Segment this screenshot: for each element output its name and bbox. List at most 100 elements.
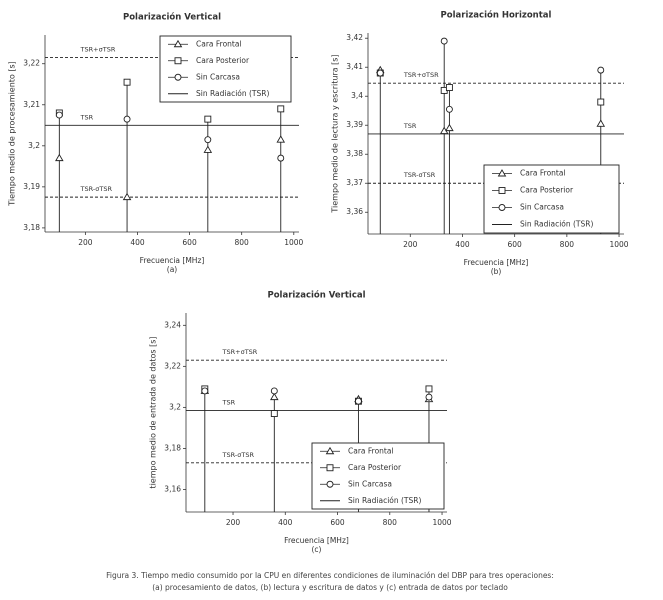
legend-marker — [498, 204, 506, 211]
x-tick-label: 800 — [383, 518, 398, 527]
y-axis-label: Tiempo medio de lectura y escritura [s] — [331, 54, 340, 213]
legend-marker — [174, 57, 182, 65]
legend-marker — [497, 169, 507, 177]
legend-label: Sin Radiación (TSR) — [520, 220, 593, 229]
marker-circle — [425, 393, 433, 401]
x-tick-label: 1000 — [432, 518, 451, 527]
reference-label: TSR — [403, 122, 417, 130]
x-tick-label: 1000 — [609, 240, 628, 249]
y-tick-label: 3,22 — [23, 59, 40, 68]
x-tick-label: 800 — [560, 240, 575, 249]
marker-triangle — [445, 123, 454, 132]
marker-triangle — [270, 392, 279, 401]
x-tick-label: 200 — [78, 238, 93, 247]
y-tick-label: 3,16 — [164, 484, 181, 493]
y-axis-label: tiempo medio de entrada de datos [s] — [149, 336, 158, 488]
chart-title: Polarización Horizontal — [441, 10, 552, 21]
legend-marker — [326, 464, 334, 472]
marker-circle — [55, 111, 63, 119]
y-tick-label: 3,21 — [23, 100, 40, 109]
legend-marker — [326, 480, 334, 488]
reference-label: TSR-σTSR — [222, 451, 255, 459]
subfigure-label: (c) — [312, 545, 322, 554]
marker-square — [597, 98, 605, 106]
x-axis-label: Frecuencia [MHz] — [464, 258, 529, 267]
marker-circle — [376, 69, 384, 77]
y-tick-label: 3,39 — [346, 120, 363, 129]
legend-label: Sin Carcasa — [196, 72, 240, 81]
marker-square — [270, 410, 278, 417]
marker-circle — [204, 136, 212, 144]
legend-label: Sin Carcasa — [520, 203, 564, 212]
marker-circle — [201, 387, 209, 395]
legend-label: Cara Frontal — [520, 169, 566, 178]
figure-caption: Figura 3. Tiempo medio consumido por la … — [106, 571, 554, 592]
subfigure-label: (a) — [167, 265, 178, 274]
y-tick-label: 3,2 — [169, 402, 181, 411]
y-tick-label: 3,41 — [346, 62, 363, 71]
y-axis-label: Tiempo medio de procesamiento [s] — [8, 61, 17, 207]
marker-triangle — [203, 145, 213, 153]
y-tick-label: 3,22 — [164, 361, 181, 370]
marker-square — [123, 78, 131, 86]
y-tick-label: 3,4 — [351, 91, 363, 100]
x-tick-label: 1000 — [284, 238, 303, 247]
x-tick-label: 600 — [182, 238, 197, 247]
marker-triangle — [55, 153, 64, 162]
reference-label: TSR+σTSR — [222, 348, 258, 356]
marker-square — [425, 385, 433, 393]
marker-square — [204, 115, 212, 123]
marker-circle — [277, 154, 285, 162]
marker-circle — [123, 115, 131, 123]
marker-square — [445, 84, 453, 91]
marker-circle — [440, 37, 448, 45]
subfigure-label: (b) — [491, 267, 502, 276]
marker-circle — [445, 105, 453, 113]
reference-label: TSR+σTSR — [80, 46, 116, 54]
legend-label: Cara Posterior — [196, 56, 250, 65]
legend-label: Cara Frontal — [348, 446, 394, 455]
marker-triangle — [596, 119, 606, 127]
y-tick-label: 3,18 — [23, 223, 40, 232]
legend-label: Cara Posterior — [520, 186, 574, 195]
x-tick-label: 800 — [235, 238, 250, 247]
x-axis-label: Frecuencia [MHz] — [140, 256, 205, 265]
y-tick-label: 3,18 — [164, 443, 181, 452]
y-tick-label: 3,38 — [346, 149, 363, 158]
legend-marker — [325, 446, 335, 455]
legend-marker — [173, 39, 183, 48]
legend-label: Sin Radiación (TSR) — [196, 89, 269, 98]
y-tick-label: 3,37 — [346, 178, 363, 187]
reference-label: TSR — [80, 113, 94, 121]
legend-marker — [174, 73, 182, 81]
reference-label: TSR-σTSR — [403, 171, 436, 179]
marker-circle — [270, 387, 278, 395]
legend-label: Cara Posterior — [348, 463, 402, 472]
legend-label: Cara Frontal — [196, 39, 242, 48]
x-tick-label: 600 — [330, 518, 345, 527]
x-tick-label: 200 — [226, 518, 241, 527]
reference-label: TSR+σTSR — [403, 71, 439, 79]
chart-title: Polarización Vertical — [123, 12, 221, 23]
marker-square — [277, 105, 285, 113]
x-tick-label: 400 — [455, 240, 470, 249]
y-tick-label: 3,19 — [23, 182, 40, 191]
x-axis-label: Frecuencia [MHz] — [284, 536, 349, 545]
legend-box — [483, 164, 620, 234]
x-tick-label: 200 — [403, 240, 418, 249]
legend-label: Sin Radiación (TSR) — [348, 496, 421, 505]
legend-label: Sin Carcasa — [348, 479, 392, 488]
marker-triangle — [122, 192, 132, 201]
reference-label: TSR — [222, 398, 236, 406]
legend-marker — [498, 187, 506, 194]
x-tick-label: 400 — [130, 238, 145, 247]
marker-triangle — [276, 135, 286, 143]
reference-label: TSR-σTSR — [80, 185, 113, 193]
y-tick-label: 3,36 — [346, 207, 363, 216]
marker-circle — [597, 66, 605, 74]
y-tick-label: 3,24 — [164, 320, 181, 329]
y-tick-label: 3,2 — [28, 141, 40, 150]
x-tick-label: 600 — [507, 240, 522, 249]
